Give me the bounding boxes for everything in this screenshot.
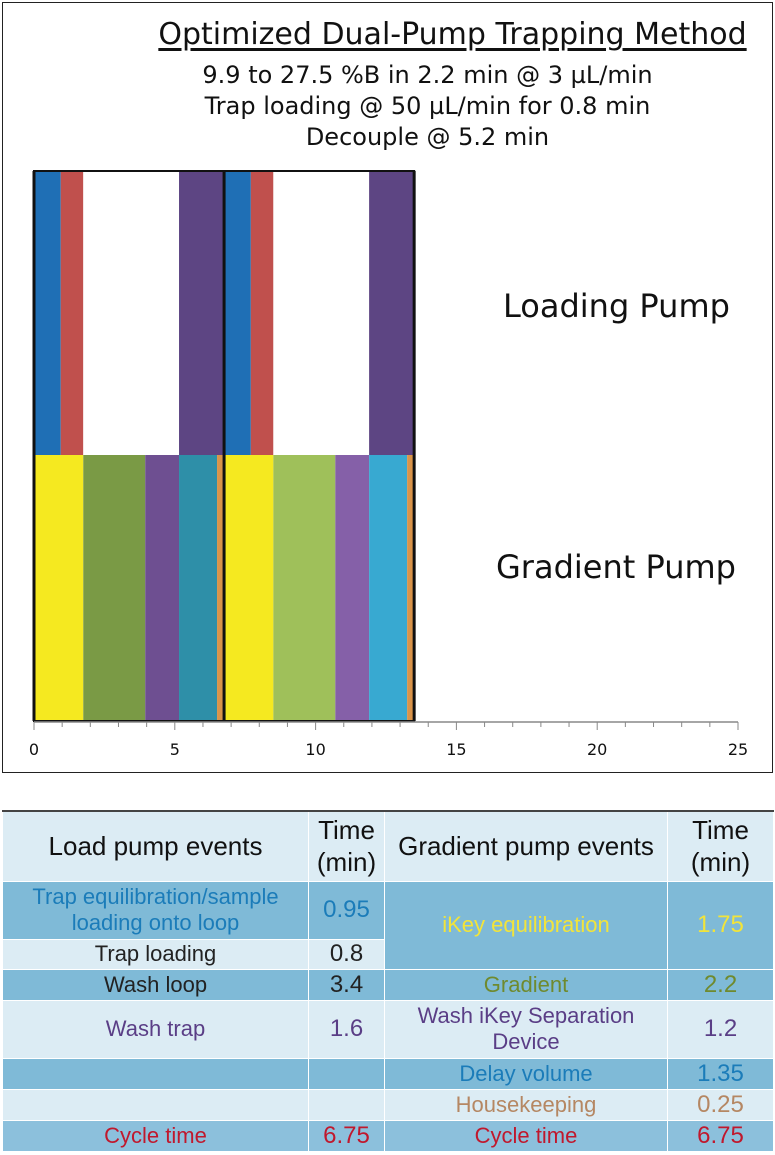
load-time-wash-loop: 3.4: [308, 968, 385, 1001]
gradient-pump-segment-5: [224, 455, 274, 721]
load-cycle-time-value: 6.75: [308, 1119, 385, 1153]
row-label-loading-pump: Loading Pump: [503, 287, 730, 325]
chart-panel: Optimized Dual-Pump Trapping Method 9.9 …: [2, 2, 773, 773]
load-event-wash-trap: Wash trap: [2, 999, 309, 1059]
timeline-chart: [32, 170, 739, 730]
row-label-gradient-pump: Gradient Pump: [496, 548, 736, 586]
gradient-pump-segment-3: [179, 455, 218, 721]
header-load-events: Load pump events: [2, 809, 309, 882]
gradient-cycle-time-value: 6.75: [667, 1119, 774, 1153]
x-tick-label-20: 20: [587, 740, 608, 759]
header-load-time: Time (min): [308, 809, 385, 882]
gradient-event-wash-ikey: Wash iKey Separation Device: [384, 999, 668, 1059]
gradient-pump-segment-4: [217, 455, 225, 721]
table-row: Wash trap 1.6 Wash iKey Separation Devic…: [2, 999, 774, 1059]
x-tick-label-10: 10: [305, 740, 326, 759]
empty-cell: [308, 1088, 385, 1121]
x-tick-label-5: 5: [169, 740, 180, 759]
chart-title: Optimized Dual-Pump Trapping Method: [158, 17, 747, 52]
header-gradient-time: Time (min): [667, 809, 774, 882]
empty-cell: [308, 1057, 385, 1090]
loading-pump-segment-4: [224, 171, 251, 455]
table-header-row: Load pump events Time (min) Gradient pum…: [2, 809, 774, 882]
loading-pump-segment-0: [34, 171, 61, 455]
gradient-event-housekeeping: Housekeeping: [384, 1088, 668, 1121]
gradient-pump-segment-6: [273, 455, 336, 721]
loading-pump-segment-3: [179, 171, 225, 455]
gradient-time-housekeeping: 0.25: [667, 1088, 774, 1121]
load-event-trap-equilibration: Trap equilibration/sample loading onto l…: [2, 880, 309, 940]
gradient-pump-segment-8: [369, 455, 408, 721]
table-row-cycle-time: Cycle time 6.75 Cycle time 6.75: [2, 1119, 774, 1153]
gradient-event-cycle-time: Cycle time: [384, 1119, 668, 1153]
gradient-time-wash-ikey: 1.2: [667, 999, 774, 1059]
gradient-pump-segment-7: [335, 455, 370, 721]
load-time-wash-trap: 1.6: [308, 999, 385, 1059]
chart-subtitle-line-2: Trap loading @ 50 µL/min for 0.8 min: [204, 92, 651, 120]
gradient-time-ikey-equilibration: 1.75: [667, 880, 774, 970]
table-row: Delay volume 1.35: [2, 1057, 774, 1090]
gradient-event-ikey-equilibration: iKey equilibration: [384, 880, 668, 970]
loading-pump-segment-6: [273, 171, 370, 455]
x-tick-label-25: 25: [727, 740, 749, 759]
table-row: Trap equilibration/sample loading onto l…: [2, 880, 774, 970]
x-tick-label-15: 15: [446, 740, 467, 759]
loading-pump-segment-5: [250, 171, 274, 455]
events-table: Load pump events Time (min) Gradient pum…: [2, 809, 774, 1153]
chart-subtitle-line-1: 9.9 to 27.5 %B in 2.2 min @ 3 µL/min: [202, 61, 653, 89]
load-time-trap-equilibration: 0.95: [308, 880, 385, 940]
empty-cell: [2, 1057, 309, 1090]
gradient-pump-segment-9: [407, 455, 415, 721]
gradient-pump-segment-2: [145, 455, 180, 721]
gradient-event-gradient: Gradient: [384, 968, 668, 1001]
load-event-wash-loop: Wash loop: [2, 968, 309, 1001]
load-time-trap-loading: 0.8: [308, 938, 385, 970]
load-event-cycle-time: Cycle time: [2, 1119, 309, 1153]
loading-pump-segment-7: [369, 171, 415, 455]
header-gradient-events: Gradient pump events: [384, 809, 668, 882]
gradient-event-delay-volume: Delay volume: [384, 1057, 668, 1090]
table-row: Housekeeping 0.25: [2, 1088, 774, 1121]
gradient-pump-segment-1: [83, 455, 146, 721]
empty-cell: [2, 1088, 309, 1121]
table-row: Wash loop 3.4 Gradient 2.2: [2, 968, 774, 1001]
x-tick-label-0: 0: [28, 740, 40, 759]
gradient-time-delay-volume: 1.35: [667, 1057, 774, 1090]
chart-subtitle-line-3: Decouple @ 5.2 min: [305, 123, 550, 151]
table-row: Trap loading 0.8: [2, 938, 774, 970]
loading-pump-segment-1: [60, 171, 84, 455]
gradient-time-gradient: 2.2: [667, 968, 774, 1001]
loading-pump-segment-2: [83, 171, 180, 455]
gradient-pump-segment-0: [34, 455, 84, 721]
load-event-trap-loading: Trap loading: [2, 938, 309, 970]
